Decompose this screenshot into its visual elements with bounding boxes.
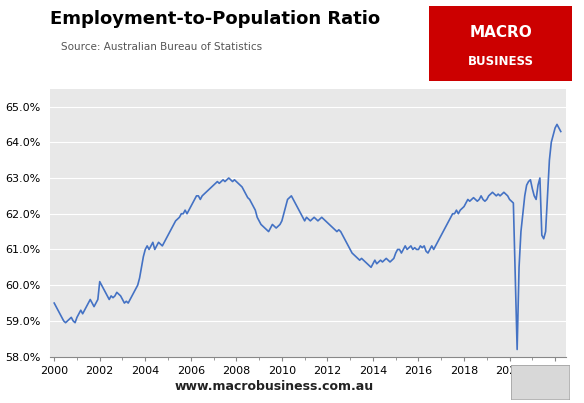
Text: MACRO: MACRO [470, 25, 532, 39]
Text: Source: Australian Bureau of Statistics: Source: Australian Bureau of Statistics [61, 42, 262, 52]
Text: www.macrobusiness.com.au: www.macrobusiness.com.au [175, 380, 374, 393]
Text: BUSINESS: BUSINESS [468, 56, 534, 69]
Text: Employment-to-Population Ratio: Employment-to-Population Ratio [50, 10, 380, 28]
